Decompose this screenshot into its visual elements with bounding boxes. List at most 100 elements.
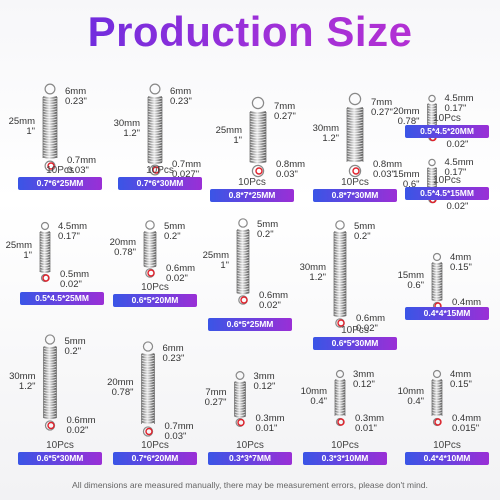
length-mm: 25mm xyxy=(8,115,35,127)
quantity: 10Pcs xyxy=(341,177,369,188)
wire-marker xyxy=(42,274,50,282)
spring-body xyxy=(346,108,364,162)
spec-badge: 0.8*7*25MM xyxy=(210,189,294,202)
diameter-mm: 5mm xyxy=(164,221,186,232)
spring-hook xyxy=(432,252,442,262)
diameter-mm: 7mm xyxy=(371,97,393,108)
diameter-in: 0.2" xyxy=(257,229,274,240)
diameter-mm: 6mm xyxy=(170,86,192,97)
wire-mm: 0.6mm xyxy=(356,313,386,324)
diameter-in: 0.2" xyxy=(64,346,82,357)
diameter-mm: 4.5mm xyxy=(58,221,88,232)
spring-hook xyxy=(238,218,248,228)
length-mm: 7mm xyxy=(205,387,227,398)
spec-badge: 0.4*4*15MM xyxy=(405,307,489,320)
spec-badge: 0.5*4.5*25MM xyxy=(20,292,104,305)
spec-badge: 0.5*4.5*20MM xyxy=(405,125,489,138)
quantity: 10Pcs xyxy=(46,165,74,176)
wire-marker xyxy=(47,162,55,170)
quantity: 10Pcs xyxy=(141,440,169,451)
length-mm: 25mm xyxy=(202,249,229,261)
spring-hook xyxy=(40,221,50,231)
wire-marker xyxy=(147,269,155,277)
diameter-in: 0.17" xyxy=(444,167,467,178)
length-mm: 10mm xyxy=(397,386,424,397)
wire-mm: 0.7mm xyxy=(164,421,194,432)
spec-badge: 0.5*4.5*15MM xyxy=(405,187,489,200)
diameter-in: 0.23" xyxy=(65,96,87,107)
spring-hook xyxy=(145,220,155,230)
wire-in: 0.03" xyxy=(276,169,298,180)
diameter-mm: 4.5mm xyxy=(444,157,474,168)
spring-hook xyxy=(44,160,56,172)
diameter-in: 0.17" xyxy=(58,231,80,242)
spring-hook xyxy=(432,369,442,379)
spring-hook xyxy=(44,334,56,345)
wire-mm: 0.6mm xyxy=(259,290,289,301)
diameter-mm: 3mm xyxy=(353,369,375,380)
length-in: 0.6" xyxy=(407,279,424,291)
wire-mm: 0.6mm xyxy=(66,415,96,426)
quantity: 10Pcs xyxy=(46,440,74,451)
spring-coil xyxy=(147,96,163,164)
wire-in: 0.02" xyxy=(446,139,469,150)
spring-body xyxy=(141,354,155,424)
spring-coil xyxy=(43,346,57,420)
wire-in: 0.02" xyxy=(66,425,89,436)
diameter-mm: 7mm xyxy=(274,101,296,112)
diameter-mm: 5mm xyxy=(354,221,376,232)
wire-in: 0.03" xyxy=(67,165,89,176)
diameter-mm: 4.5mm xyxy=(444,93,474,104)
spring-hook xyxy=(149,164,161,176)
diameter-mm: 5mm xyxy=(64,336,86,347)
quantity: 10Pcs xyxy=(433,440,461,451)
wire-marker xyxy=(337,418,345,426)
diameter-mm: 6mm xyxy=(162,343,184,354)
wire-in: 0.027" xyxy=(172,169,200,180)
spring-coil xyxy=(234,381,246,418)
length-in: 1" xyxy=(23,250,32,261)
wire-in: 0.02" xyxy=(446,201,469,212)
length-in: 1.2" xyxy=(309,272,326,283)
spec-badge: 0.6*5*30MM xyxy=(18,452,102,465)
spring-hook xyxy=(428,158,436,167)
spec-badge: 0.3*3*10MM xyxy=(303,452,387,465)
spring-hook xyxy=(335,220,345,230)
spring-hook xyxy=(348,92,362,106)
diameter-in: 0.2" xyxy=(354,231,371,242)
length-in: 0.27" xyxy=(204,397,227,408)
wire-marker xyxy=(337,319,345,327)
spring-coil xyxy=(39,231,51,273)
length-mm: 20mm xyxy=(109,237,136,248)
wire-in: 0.02" xyxy=(166,273,188,284)
diameter-in: 0.17" xyxy=(444,103,467,114)
length-in: 0.78" xyxy=(111,387,134,398)
wire-mm: 0.8mm xyxy=(276,159,306,170)
length-in: 1" xyxy=(26,125,35,137)
length-mm: 25mm xyxy=(5,240,32,251)
spec-badge: 0.3*3*7MM xyxy=(208,452,292,465)
spec-badge: 0.4*4*10MM xyxy=(405,452,489,465)
diameter-mm: 4mm xyxy=(450,252,472,263)
spring-body xyxy=(236,230,250,293)
length-in: 1.2" xyxy=(322,133,339,144)
wire-mm: 0.5mm xyxy=(60,269,90,280)
length-mm: 15mm xyxy=(393,169,420,180)
wire-in: 0.015" xyxy=(452,423,480,434)
length-mm: 20mm xyxy=(393,106,420,117)
spring-hook xyxy=(251,96,265,110)
diameter-in: 0.15" xyxy=(450,379,472,390)
wire-mm: 0.4mm xyxy=(452,413,482,424)
quantity: 10Pcs xyxy=(331,440,359,451)
spring-hook xyxy=(348,164,362,178)
diameter-mm: 4mm xyxy=(450,369,472,380)
spring-coil xyxy=(236,229,250,295)
wire-marker xyxy=(434,418,442,426)
spring-body xyxy=(249,112,267,162)
diameter-in: 0.12" xyxy=(253,381,276,392)
length-mm: 30mm xyxy=(113,117,140,129)
diameter-in: 0.12" xyxy=(353,379,375,390)
length-in: 0.78" xyxy=(397,116,420,127)
quantity: 10Pcs xyxy=(146,165,174,176)
spring-hook xyxy=(142,341,154,352)
